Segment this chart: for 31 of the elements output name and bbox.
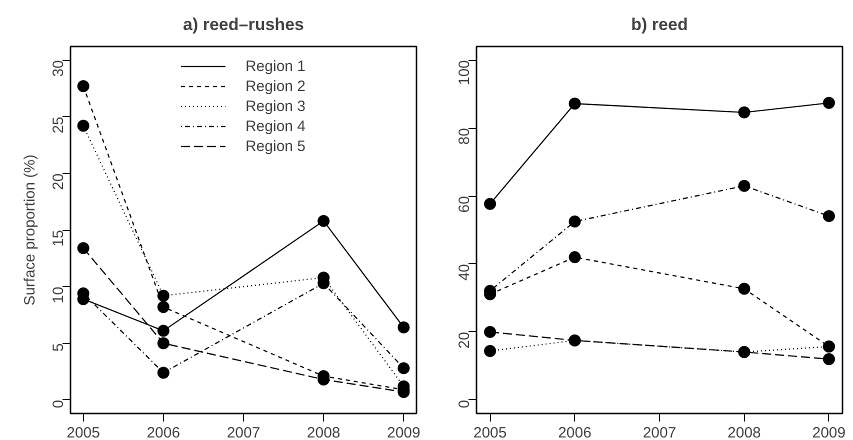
- y-tick-label: 0: [50, 400, 67, 408]
- x-tick-label: 2005: [473, 424, 507, 440]
- x-tick-label: 2007: [642, 424, 676, 440]
- y-tick-label: 10: [50, 286, 67, 304]
- x-tick-label: 2008: [306, 424, 340, 440]
- x-tick-label: 2006: [558, 424, 592, 440]
- y-tick-label: 5: [50, 343, 67, 352]
- y-tick-label: 20: [456, 332, 473, 349]
- legend-label: Region 1: [245, 58, 306, 74]
- y-axis-title: Surface proportion (%): [22, 154, 38, 306]
- chart-title: b) reed: [631, 15, 688, 34]
- legend-label: Region 3: [245, 98, 306, 114]
- y-tick-label: 0: [456, 400, 473, 408]
- x-tick-label: 2006: [146, 424, 180, 440]
- legend-label: Region 4: [245, 118, 306, 134]
- y-tick-label: 15: [50, 230, 67, 247]
- x-tick-label: 2009: [387, 424, 420, 440]
- legend-label: Region 2: [245, 78, 306, 94]
- y-tick-label: 25: [50, 116, 67, 134]
- y-tick-label: 100: [456, 60, 473, 86]
- y-tick-label: 20: [50, 173, 67, 190]
- x-tick-label: 2005: [66, 424, 100, 440]
- x-tick-label: 2007: [226, 424, 260, 440]
- x-tick-label: 2008: [728, 424, 761, 440]
- y-tick-label: 80: [456, 128, 473, 145]
- y-tick-label: 30: [50, 60, 67, 77]
- chart-title: a) reed–rushes: [183, 15, 304, 34]
- y-tick-label: 40: [456, 264, 473, 281]
- legend-label: Region 5: [245, 138, 306, 154]
- x-tick-label: 2009: [812, 424, 846, 440]
- y-tick-label: 60: [456, 196, 473, 213]
